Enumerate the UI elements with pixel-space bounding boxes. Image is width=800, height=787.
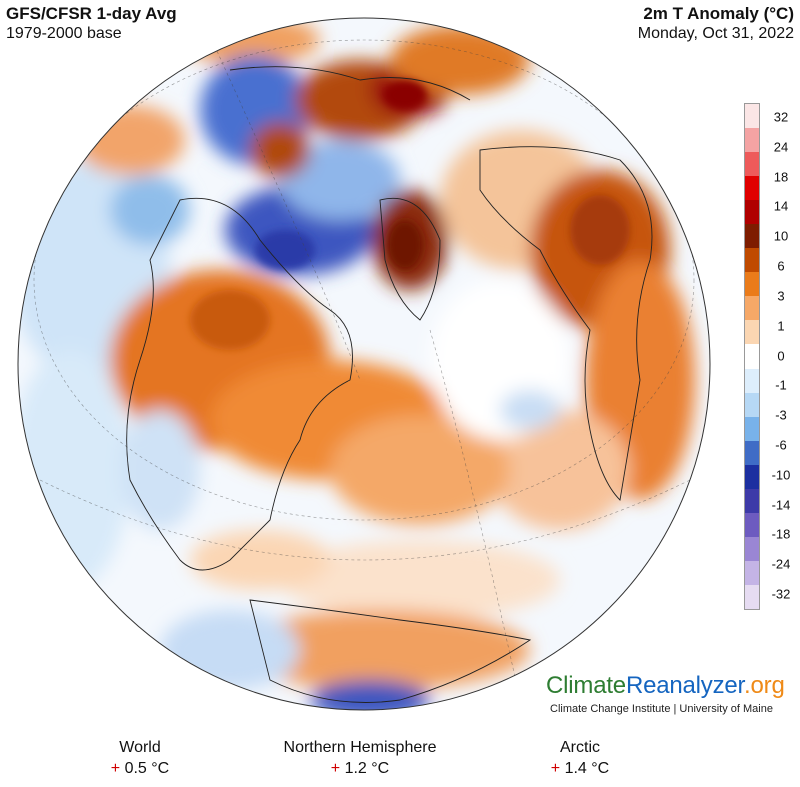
color-scale-label: -3 — [775, 407, 787, 423]
logo-part-reanalyzer: Reanalyzer — [625, 672, 745, 699]
stat-number: 0.5 °C — [124, 760, 170, 777]
color-scale-swatch — [745, 104, 759, 129]
color-scale-swatch — [745, 392, 759, 417]
anomaly-hotspots — [190, 80, 630, 350]
color-scale-swatch — [745, 152, 759, 177]
color-scale-swatch — [745, 176, 759, 201]
stat-number: 1.2 °C — [344, 760, 390, 777]
title-block: GFS/CFSR 1-day Avg 1979-2000 base — [6, 4, 177, 44]
color-scale-label: -14 — [771, 497, 791, 513]
globe-outline — [17, 17, 711, 711]
color-scale-label: -1 — [775, 377, 787, 393]
logo-part-climate: Climate — [546, 672, 626, 699]
logo-part-org: .org — [744, 672, 785, 699]
map-subtitle: 1979-2000 base — [6, 25, 122, 42]
anomaly-fields — [18, 18, 695, 710]
color-scale-swatch — [745, 536, 759, 561]
color-scale-label: 6 — [777, 258, 785, 274]
color-scale-label: -18 — [771, 526, 791, 542]
institution-label: Climate Change Institute | University of… — [550, 703, 773, 715]
stat-world: World + 0.5 °C — [60, 738, 220, 780]
plus-icon: + — [110, 760, 121, 777]
color-scale-swatch — [745, 344, 759, 369]
color-scale-label: 18 — [773, 169, 789, 185]
color-scale-swatch — [745, 584, 759, 609]
color-scale-label: 3 — [777, 288, 785, 304]
color-scale-label: 1 — [777, 318, 785, 334]
date-label: Monday, Oct 31, 2022 — [637, 25, 794, 42]
stat-value: + 0.5 °C — [60, 758, 220, 780]
color-scale-swatch — [745, 128, 759, 153]
color-scale-swatch — [745, 296, 759, 321]
color-scale-swatch — [745, 272, 759, 297]
color-scale-label: -10 — [771, 467, 791, 483]
color-scale-label: 14 — [773, 198, 789, 214]
color-scale-swatch — [745, 416, 759, 441]
stat-northern-hemisphere: Northern Hemisphere + 1.2 °C — [255, 738, 465, 780]
color-scale-swatch — [745, 320, 759, 345]
climate-reanalyzer-logo[interactable]: ClimateReanalyzer.org — [546, 672, 785, 700]
color-scale-label: -24 — [771, 556, 791, 572]
stat-value: + 1.4 °C — [500, 758, 660, 780]
color-scale-swatch — [745, 224, 759, 249]
coastlines — [126, 66, 653, 703]
color-scale-swatch — [745, 368, 759, 393]
color-scale-swatch — [745, 200, 759, 225]
color-scale-swatch — [745, 464, 759, 489]
stat-region-name: Northern Hemisphere — [283, 739, 437, 756]
color-scale-swatch — [745, 248, 759, 273]
variable-block: 2m T Anomaly (°C) Monday, Oct 31, 2022 — [638, 4, 794, 44]
color-scale-label: 24 — [773, 139, 789, 155]
color-scale-swatch — [745, 440, 759, 465]
color-scale-label: -32 — [771, 586, 791, 602]
color-scale-label: -6 — [775, 437, 787, 453]
color-scale-swatch — [745, 560, 759, 585]
color-scale-labels: 32 24 18 14 10 6 3 1 0 -1 -3 -6 -10 -14 -18 -24 -32 — [764, 103, 798, 608]
plus-icon: + — [330, 760, 341, 777]
stat-region-name: World — [119, 739, 161, 756]
color-scale-label: 0 — [777, 348, 785, 363]
color-scale-bar — [744, 103, 760, 610]
color-scale-swatch — [745, 512, 759, 537]
stat-region-name: Arctic — [560, 739, 600, 756]
variable-title: 2m T Anomaly (°C) — [643, 4, 794, 23]
stat-arctic: Arctic + 1.4 °C — [500, 738, 660, 780]
color-scale-label: 32 — [773, 109, 789, 125]
map-title: GFS/CFSR 1-day Avg — [6, 4, 177, 23]
stat-number: 1.4 °C — [564, 760, 610, 777]
plus-icon: + — [550, 760, 561, 777]
color-scale-swatch — [745, 488, 759, 513]
stat-value: + 1.2 °C — [255, 758, 465, 780]
color-scale-label: 10 — [773, 228, 789, 244]
